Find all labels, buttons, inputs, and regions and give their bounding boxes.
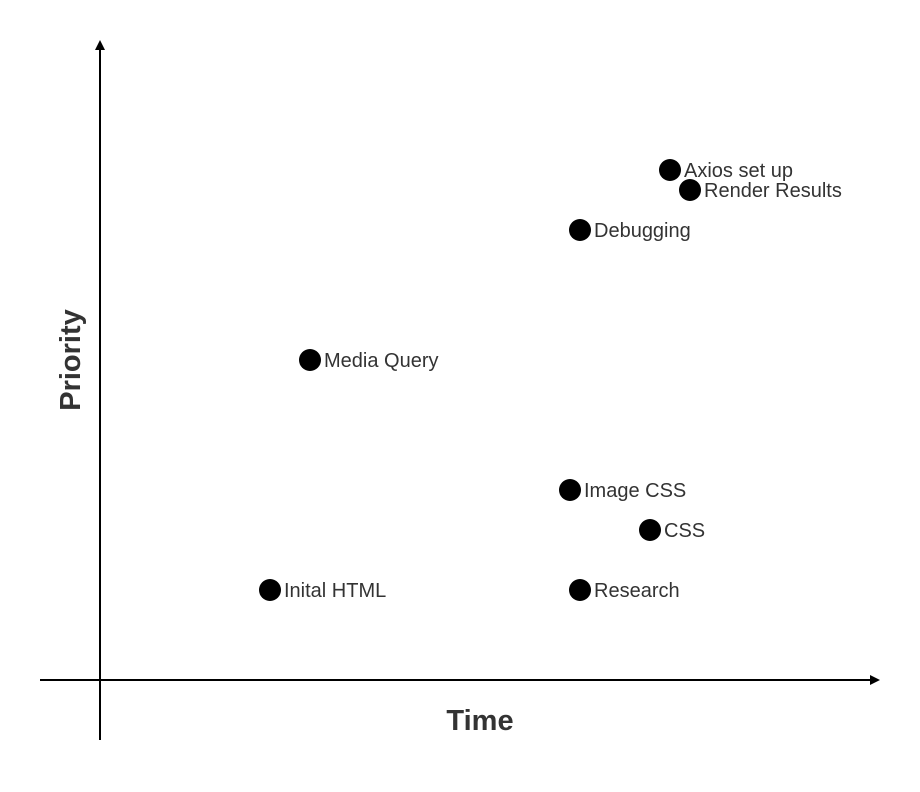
data-point-label: Debugging (594, 220, 691, 242)
data-point (569, 579, 591, 601)
data-point-label: Image CSS (584, 480, 686, 502)
y-axis-title: Priority (55, 309, 87, 411)
data-point (559, 479, 581, 501)
data-point (259, 579, 281, 601)
data-point-label: CSS (664, 520, 705, 542)
data-point (639, 519, 661, 541)
data-point-label: Axios set up (684, 160, 793, 182)
data-point (569, 219, 591, 241)
data-point (659, 159, 681, 181)
data-point (299, 349, 321, 371)
data-point (679, 179, 701, 201)
data-point-label: Render Results (704, 180, 842, 202)
data-point-label: Inital HTML (284, 580, 386, 602)
data-point-label: Research (594, 580, 680, 602)
x-axis-title: Time (446, 705, 513, 737)
data-point-label: Media Query (324, 350, 439, 372)
